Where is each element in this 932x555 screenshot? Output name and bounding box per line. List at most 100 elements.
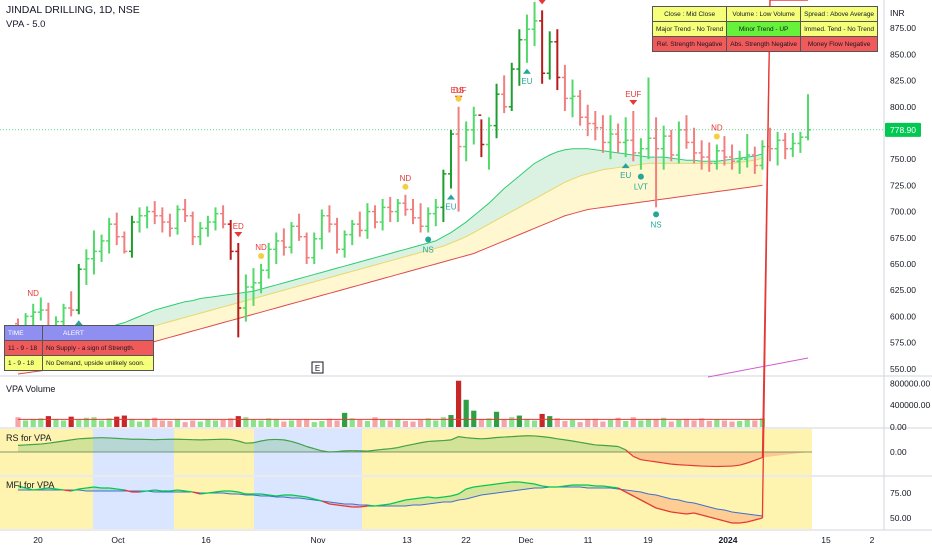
price-bar bbox=[775, 132, 781, 166]
signal-label: LVT bbox=[634, 183, 648, 192]
price-bar bbox=[296, 214, 302, 241]
volume-bar bbox=[167, 421, 172, 427]
time-tick-label: 16 bbox=[201, 535, 211, 545]
volume-tick-label: 800000.00 bbox=[890, 378, 930, 388]
volume-bar bbox=[99, 420, 104, 427]
volume-bar bbox=[122, 416, 127, 427]
volume-bar bbox=[714, 419, 719, 427]
volume-bar bbox=[258, 420, 263, 427]
price-bar bbox=[471, 107, 477, 145]
price-tick-label: 625.00 bbox=[890, 285, 916, 295]
volume-bar bbox=[327, 419, 332, 427]
signal-marker: NS bbox=[651, 211, 662, 229]
rs-line-segment bbox=[337, 451, 345, 452]
signal-marker: ND bbox=[711, 124, 723, 140]
signal-label: ND bbox=[27, 289, 39, 298]
price-bar bbox=[691, 128, 697, 164]
price-bar bbox=[478, 115, 484, 157]
info-table-cell: Spread : Above Average bbox=[801, 7, 878, 22]
price-bar bbox=[304, 233, 310, 264]
signal-up-triangle bbox=[447, 195, 455, 200]
chart-title: JINDAL DRILLING, 1D, NSE bbox=[6, 4, 140, 16]
signal-label: ND bbox=[255, 243, 267, 252]
volume-bar bbox=[653, 419, 658, 427]
volume-bar bbox=[684, 419, 689, 427]
price-bar bbox=[182, 199, 188, 222]
volume-bar bbox=[540, 414, 545, 427]
volume-bar bbox=[669, 422, 674, 427]
info-table-cell: Major Trend - No Trend bbox=[653, 22, 727, 37]
price-bar bbox=[425, 207, 431, 232]
price-bar bbox=[76, 264, 82, 314]
event-label: E bbox=[315, 364, 320, 373]
volume-bar bbox=[296, 420, 301, 427]
signal-marker: DS bbox=[453, 86, 464, 102]
signal-down-triangle bbox=[629, 100, 637, 105]
volume-tick-label: 0.00 bbox=[890, 422, 907, 432]
volume-bar bbox=[183, 422, 188, 427]
volume-bar bbox=[737, 421, 742, 427]
price-bar bbox=[167, 214, 173, 237]
volume-bar bbox=[365, 421, 370, 427]
volume-bar bbox=[638, 420, 643, 427]
price-bar bbox=[106, 218, 112, 254]
price-tick-label: 650.00 bbox=[890, 259, 916, 269]
alert-text-cell: No Supply - a sign of Strength. bbox=[42, 341, 153, 356]
price-tick-label: 875.00 bbox=[890, 23, 916, 33]
price-bar bbox=[592, 111, 598, 140]
signal-dot bbox=[258, 253, 264, 259]
price-tick-label: 800.00 bbox=[890, 102, 916, 112]
zone-background bbox=[254, 477, 362, 529]
price-bar bbox=[782, 133, 788, 159]
price-tick-label: 725.00 bbox=[890, 180, 916, 190]
signal-dot bbox=[714, 134, 720, 140]
price-bar bbox=[281, 228, 287, 255]
volume-bar bbox=[289, 420, 294, 427]
rs-line-segment bbox=[611, 446, 619, 447]
price-bar bbox=[486, 117, 492, 169]
last-price-label: 778.90 bbox=[890, 125, 916, 135]
volume-bar bbox=[471, 411, 476, 427]
price-bar bbox=[114, 213, 120, 245]
price-bar bbox=[99, 235, 105, 262]
signal-marker: ND bbox=[400, 174, 412, 190]
projection-line bbox=[708, 358, 808, 377]
volume-bar bbox=[23, 420, 28, 427]
price-bar bbox=[349, 220, 355, 245]
signal-marker: ND bbox=[255, 243, 267, 259]
volume-bar bbox=[145, 419, 150, 427]
volume-bar bbox=[464, 400, 469, 427]
price-bar bbox=[129, 216, 135, 258]
price-bar bbox=[539, 10, 545, 83]
price-tick-label: 675.00 bbox=[890, 233, 916, 243]
info-table-cell: Money Flow Negative bbox=[801, 37, 878, 52]
price-bar bbox=[273, 233, 279, 264]
rs-line-segment bbox=[466, 438, 474, 439]
price-bar bbox=[121, 231, 127, 253]
price-bar bbox=[91, 230, 97, 274]
alert-header-cell: TIME bbox=[5, 326, 43, 341]
mfi-panel-label: MFI for VPA bbox=[6, 480, 54, 490]
volume-bar bbox=[15, 417, 20, 427]
volume-bar bbox=[61, 420, 66, 427]
volume-bar bbox=[190, 420, 195, 427]
volume-bar bbox=[479, 419, 484, 427]
price-bar bbox=[137, 207, 143, 232]
price-bar bbox=[326, 205, 332, 232]
mfi-fill bbox=[732, 512, 740, 523]
price-bar bbox=[554, 29, 560, 90]
volume-tick-label: 400000.00 bbox=[890, 400, 930, 410]
price-bar bbox=[364, 203, 370, 239]
rs-line-segment bbox=[443, 440, 451, 441]
signal-label: EU bbox=[445, 203, 456, 212]
signal-marker: EU bbox=[521, 69, 532, 86]
volume-bar bbox=[433, 420, 438, 427]
time-tick-label: 22 bbox=[461, 535, 471, 545]
mfi-tick-label: 75.00 bbox=[890, 488, 912, 498]
price-bar bbox=[600, 115, 606, 153]
mfi-fill bbox=[686, 502, 694, 514]
volume-bar bbox=[129, 419, 134, 427]
